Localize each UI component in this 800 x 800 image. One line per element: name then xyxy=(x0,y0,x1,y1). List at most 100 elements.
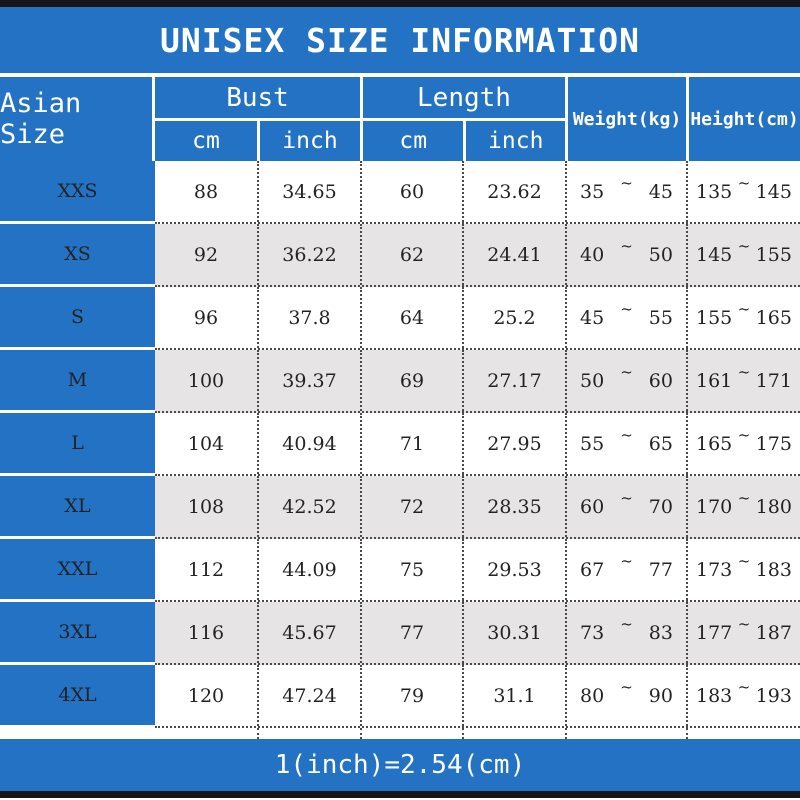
bust-inch-cell: 40.94 xyxy=(257,413,360,474)
table-row: XS 92 36.22 62 24.41 40 ~ 50 145 ~ 155 xyxy=(0,224,800,287)
height-min: 145 xyxy=(696,243,733,266)
header-weight: Weight(kg) xyxy=(565,77,686,161)
header-length-cm: cm xyxy=(399,128,428,154)
footer-bar: 1(inch)=2.54(cm) xyxy=(0,739,800,791)
height-min: 165 xyxy=(696,432,733,455)
height-max: 193 xyxy=(755,684,792,707)
weight-range-cell: 55 ~ 65 xyxy=(565,413,686,474)
height-range-cell: 145 ~ 155 xyxy=(686,224,800,285)
tilde-separator: ~ xyxy=(620,173,633,192)
weight-max: 77 xyxy=(648,558,673,581)
length-inch-cell: 29.53 xyxy=(462,539,565,600)
bust-cm-cell: 116 xyxy=(187,621,225,644)
tilde-separator: ~ xyxy=(737,362,751,381)
height-min: 173 xyxy=(696,558,733,581)
weight-range-cell: 60 ~ 70 xyxy=(565,476,686,537)
header-length-label: Length xyxy=(363,77,565,121)
length-inch-cell: 30.31 xyxy=(462,602,565,663)
bust-inch-cell: 37.8 xyxy=(257,287,360,348)
tilde-separator: ~ xyxy=(737,551,751,570)
height-range-cell: 135 ~ 145 xyxy=(686,161,800,222)
table-row: 3XL 116 45.67 77 30.31 73 ~ 83 177 ~ 187 xyxy=(0,602,800,665)
size-label: S xyxy=(0,287,155,350)
tilde-separator: ~ xyxy=(737,677,751,696)
bust-cm-cell: 96 xyxy=(193,306,219,329)
weight-range-cell: 40 ~ 50 xyxy=(565,224,686,285)
length-cm-cell: 60 xyxy=(360,161,462,222)
tilde-separator: ~ xyxy=(620,299,633,318)
size-label: 4XL xyxy=(0,665,155,728)
weight-min: 67 xyxy=(580,558,605,581)
size-label: XXS xyxy=(0,161,155,224)
weight-range-cell: 50 ~ 60 xyxy=(565,350,686,411)
row-cells: 88 34.65 60 23.62 35 ~ 45 135 ~ 145 xyxy=(155,161,800,224)
table-bottom-spacer xyxy=(0,728,800,739)
height-range-cell: 170 ~ 180 xyxy=(686,476,800,537)
bust-inch-cell: 34.65 xyxy=(257,161,360,222)
weight-min: 50 xyxy=(580,369,605,392)
height-max: 171 xyxy=(755,369,792,392)
table-row: S 96 37.8 64 25.2 45 ~ 55 155 ~ 165 xyxy=(0,287,800,350)
bust-inch-cell: 42.52 xyxy=(257,476,360,537)
tilde-separator: ~ xyxy=(737,425,751,444)
weight-max: 50 xyxy=(648,243,673,266)
height-range-cell: 183 ~ 193 xyxy=(686,665,800,726)
length-inch-cell: 23.62 xyxy=(462,161,565,222)
conversion-note: 1(inch)=2.54(cm) xyxy=(274,750,526,780)
weight-max: 90 xyxy=(648,684,673,707)
tilde-separator: ~ xyxy=(620,614,633,633)
header-height: Height(cm) xyxy=(686,77,800,161)
bust-cm-cell: 88 xyxy=(193,180,219,203)
size-label: XS xyxy=(0,224,155,287)
header-bust-cm: cm xyxy=(192,128,220,154)
tilde-separator: ~ xyxy=(620,488,633,507)
table-row: XXS 88 34.65 60 23.62 35 ~ 45 135 ~ 145 xyxy=(0,161,800,224)
height-range-cell: 165 ~ 175 xyxy=(686,413,800,474)
length-cm-cell: 64 xyxy=(360,287,462,348)
height-max: 175 xyxy=(755,432,792,455)
length-inch-cell: 31.1 xyxy=(462,665,565,726)
table-row: XL 108 42.52 72 28.35 60 ~ 70 170 ~ 180 xyxy=(0,476,800,539)
bust-cm-cell: 92 xyxy=(193,243,219,266)
page-title: UNISEX SIZE INFORMATION xyxy=(160,20,640,60)
height-max: 180 xyxy=(755,495,792,518)
height-max: 183 xyxy=(755,558,792,581)
height-min: 177 xyxy=(696,621,733,644)
row-cells: 120 47.24 79 31.1 80 ~ 90 183 ~ 193 xyxy=(155,665,800,728)
weight-min: 45 xyxy=(580,306,605,329)
row-cells: 92 36.22 62 24.41 40 ~ 50 145 ~ 155 xyxy=(155,224,800,287)
row-cells: 100 39.37 69 27.17 50 ~ 60 161 ~ 171 xyxy=(155,350,800,413)
bust-cm-cell: 104 xyxy=(187,432,225,455)
weight-min: 60 xyxy=(580,495,605,518)
bust-cm-cell: 108 xyxy=(187,495,225,518)
row-cells: 112 44.09 75 29.53 67 ~ 77 173 ~ 183 xyxy=(155,539,800,602)
tilde-separator: ~ xyxy=(737,173,751,192)
top-border-bar xyxy=(0,0,800,7)
tilde-separator: ~ xyxy=(620,236,633,255)
length-cm-cell: 72 xyxy=(360,476,462,537)
tilde-separator: ~ xyxy=(620,551,633,570)
bust-inch-cell: 45.67 xyxy=(257,602,360,663)
table-row: L 104 40.94 71 27.95 55 ~ 65 165 ~ 175 xyxy=(0,413,800,476)
size-label: XL xyxy=(0,476,155,539)
height-range-cell: 155 ~ 165 xyxy=(686,287,800,348)
size-label: 3XL xyxy=(0,602,155,665)
weight-max: 65 xyxy=(648,432,673,455)
length-inch-cell: 24.41 xyxy=(462,224,565,285)
weight-min: 40 xyxy=(580,243,605,266)
header-group-length: Length cm inch xyxy=(360,77,565,161)
length-inch-cell: 27.95 xyxy=(462,413,565,474)
size-label: XXL xyxy=(0,539,155,602)
header-bust-label: Bust xyxy=(155,77,360,121)
height-range-cell: 161 ~ 171 xyxy=(686,350,800,411)
length-cm-cell: 71 xyxy=(360,413,462,474)
bust-cm-cell: 112 xyxy=(187,558,225,581)
header-bust-inch: inch xyxy=(257,121,360,161)
bust-inch-cell: 44.09 xyxy=(257,539,360,600)
length-inch-cell: 27.17 xyxy=(462,350,565,411)
height-min: 170 xyxy=(696,495,733,518)
table-row: M 100 39.37 69 27.17 50 ~ 60 161 ~ 171 xyxy=(0,350,800,413)
length-cm-cell: 77 xyxy=(360,602,462,663)
bust-inch-cell: 36.22 xyxy=(257,224,360,285)
